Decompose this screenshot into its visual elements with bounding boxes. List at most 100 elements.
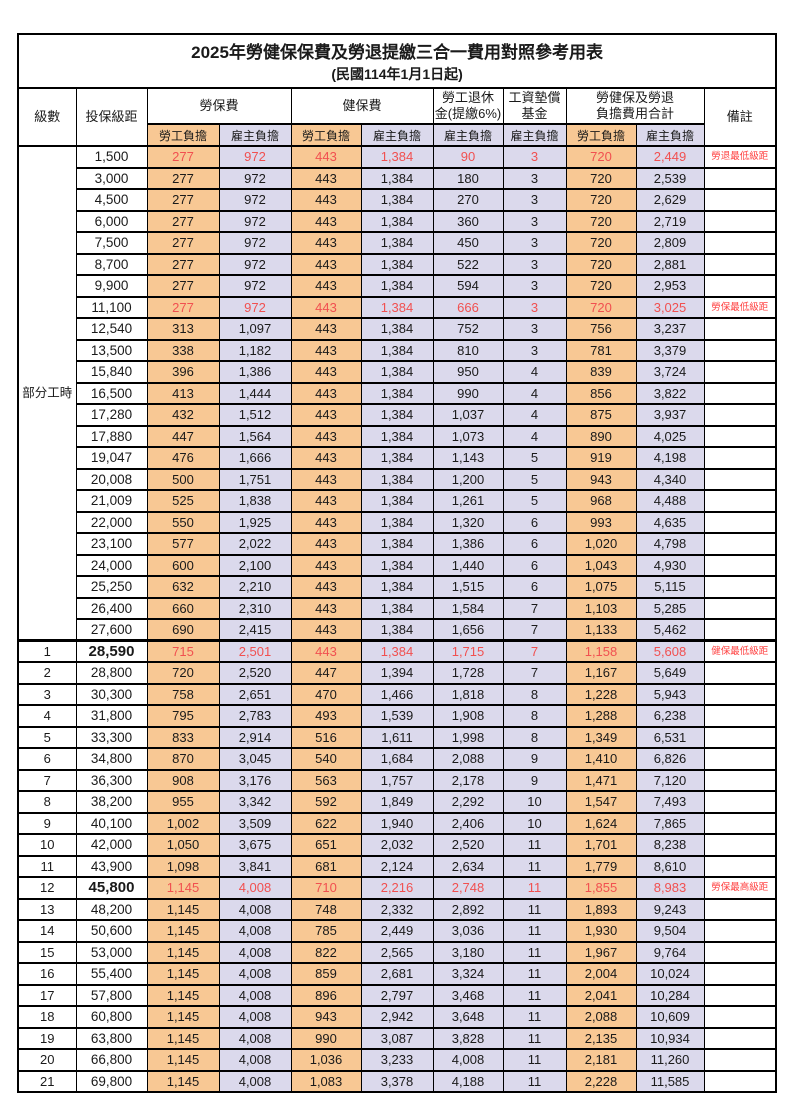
pension-employer-cell: 810 (432, 338, 504, 362)
health-employer-cell: 1,384 (360, 553, 434, 577)
labor-employer-cell: 3,342 (218, 790, 292, 814)
header-group-row: 級數 投保級距 勞保費 健保費 勞工退休 金(提繳6%) 工資墊償 基金 勞健保… (17, 87, 777, 147)
labor-employee-cell: 500 (146, 467, 220, 491)
labor-employer-cell: 4,008 (218, 940, 292, 964)
health-employee-cell: 443 (290, 553, 362, 577)
pension-employer-cell: 2,520 (432, 833, 504, 857)
table-row: 20 66,800 1,145 4,008 1,036 3,233 4,008 11 2,181… (17, 1048, 777, 1072)
wage-fund-employer-cell: 5 (502, 489, 567, 513)
pension-employer-cell: 752 (432, 317, 504, 341)
health-employee-cell: 1,036 (290, 1048, 362, 1072)
total-employer-cell: 4,488 (635, 489, 705, 513)
pension-employer-cell: 3,036 (432, 919, 504, 943)
wage-fund-employer-cell: 5 (502, 446, 567, 470)
health-employer-cell: 2,681 (360, 962, 434, 986)
col-header-health-insurance: 健保費 (290, 87, 434, 125)
wage-fund-employer-cell: 11 (502, 897, 567, 921)
health-employer-cell: 1,384 (360, 639, 434, 663)
health-employee-cell: 443 (290, 618, 362, 642)
labor-employer-cell: 972 (218, 252, 292, 276)
total-employee-cell: 1,701 (565, 833, 637, 857)
total-employer-cell: 4,635 (635, 510, 705, 534)
labor-employee-cell: 1,145 (146, 897, 220, 921)
remark-cell (703, 682, 777, 706)
col-header-bracket: 投保級距 (75, 87, 148, 147)
level-cell: 3 (17, 682, 77, 706)
health-employer-cell: 3,233 (360, 1048, 434, 1072)
wage-fund-employer-cell: 3 (502, 338, 567, 362)
remark-cell (703, 596, 777, 620)
health-employer-cell: 1,849 (360, 790, 434, 814)
labor-employer-cell: 4,008 (218, 1026, 292, 1050)
premium-comparison-table: 2025年勞健保保費及勞退提繳三合一費用對照參考用表 (民國114年1月1日起)… (16, 33, 778, 1093)
table-row: 13,500 338 1,182 443 1,384 810 3 781 3,379 (18, 338, 777, 362)
wage-fund-employer-cell: 4 (502, 381, 567, 405)
total-employee-cell: 1,158 (565, 639, 637, 663)
health-employee-cell: 443 (290, 467, 362, 491)
labor-employee-cell: 1,145 (146, 983, 220, 1007)
wage-fund-employer-cell: 7 (502, 639, 567, 663)
health-employer-cell: 1,384 (360, 360, 434, 384)
wage-fund-employer-cell: 4 (502, 403, 567, 427)
labor-employer-cell: 972 (218, 188, 292, 212)
health-employee-cell: 516 (290, 725, 362, 749)
total-employer-cell: 8,238 (635, 833, 705, 857)
labor-employee-cell: 955 (146, 790, 220, 814)
table-row: 8 38,200 955 3,342 592 1,849 2,292 10 1,547 7,493 (17, 790, 777, 814)
total-employer-cell: 5,608 (635, 639, 705, 663)
table-row: 19,047 476 1,666 443 1,384 1,143 5 919 4,198 (18, 446, 777, 470)
labor-employee-cell: 277 (146, 231, 220, 255)
health-employer-cell: 1,384 (360, 145, 434, 169)
labor-employee-cell: 1,145 (146, 1048, 220, 1072)
wage-fund-employer-cell: 3 (502, 295, 567, 319)
total-employee-cell: 781 (565, 338, 637, 362)
pension-employer-cell: 4,008 (432, 1048, 504, 1072)
wage-fund-employer-cell: 3 (502, 166, 567, 190)
remark-cell (703, 274, 777, 298)
total-employer-cell: 10,024 (635, 962, 705, 986)
health-employee-cell: 443 (290, 338, 362, 362)
level-cell: 15 (17, 940, 77, 964)
labor-employee-cell: 758 (146, 682, 220, 706)
level-cell: 17 (17, 983, 77, 1007)
insured-bracket-cell: 27,600 (75, 618, 148, 642)
pension-employer-cell: 2,406 (432, 811, 504, 835)
insured-bracket-cell: 3,000 (75, 166, 148, 190)
table-row: 16 55,400 1,145 4,008 859 2,681 3,324 11 2,004 10… (17, 962, 777, 986)
pension-employer-cell: 594 (432, 274, 504, 298)
health-employer-cell: 1,384 (360, 274, 434, 298)
remark-cell (703, 983, 777, 1007)
wage-fund-employer-cell: 3 (502, 209, 567, 233)
subheader-wage-fund-employer: 雇主負擔 (502, 123, 567, 147)
total-employer-cell: 6,238 (635, 704, 705, 728)
pension-employer-cell: 666 (432, 295, 504, 319)
remark-cell (703, 897, 777, 921)
total-employee-cell: 1,624 (565, 811, 637, 835)
total-employer-cell: 10,934 (635, 1026, 705, 1050)
pension-employer-cell: 1,440 (432, 553, 504, 577)
pension-employer-cell: 522 (432, 252, 504, 276)
insured-bracket-cell: 17,880 (75, 424, 148, 448)
total-employee-cell: 1,167 (565, 661, 637, 685)
total-employee-cell: 2,228 (565, 1069, 637, 1093)
total-employer-cell: 2,449 (635, 145, 705, 169)
level-cell: 4 (17, 704, 77, 728)
pension-employer-cell: 3,828 (432, 1026, 504, 1050)
table-row: 7,500 277 972 443 1,384 450 3 720 2,809 (18, 231, 777, 255)
remark-cell (703, 166, 777, 190)
pension-employer-cell: 1,515 (432, 575, 504, 599)
wage-fund-employer-cell: 4 (502, 424, 567, 448)
labor-employer-cell: 4,008 (218, 1069, 292, 1093)
total-employee-cell: 943 (565, 467, 637, 491)
remark-cell (703, 790, 777, 814)
insured-bracket-cell: 19,047 (75, 446, 148, 470)
pension-employer-cell: 360 (432, 209, 504, 233)
table-row: 4 31,800 795 2,783 493 1,539 1,908 8 1,288 6,238 (17, 704, 777, 728)
table-row: 17 57,800 1,145 4,008 896 2,797 3,468 11 2,041 10… (17, 983, 777, 1007)
health-employee-cell: 990 (290, 1026, 362, 1050)
pension-employer-cell: 1,584 (432, 596, 504, 620)
total-employee-cell: 1,855 (565, 876, 637, 900)
labor-employer-cell: 1,751 (218, 467, 292, 491)
labor-employer-cell: 2,310 (218, 596, 292, 620)
wage-fund-employer-cell: 8 (502, 725, 567, 749)
